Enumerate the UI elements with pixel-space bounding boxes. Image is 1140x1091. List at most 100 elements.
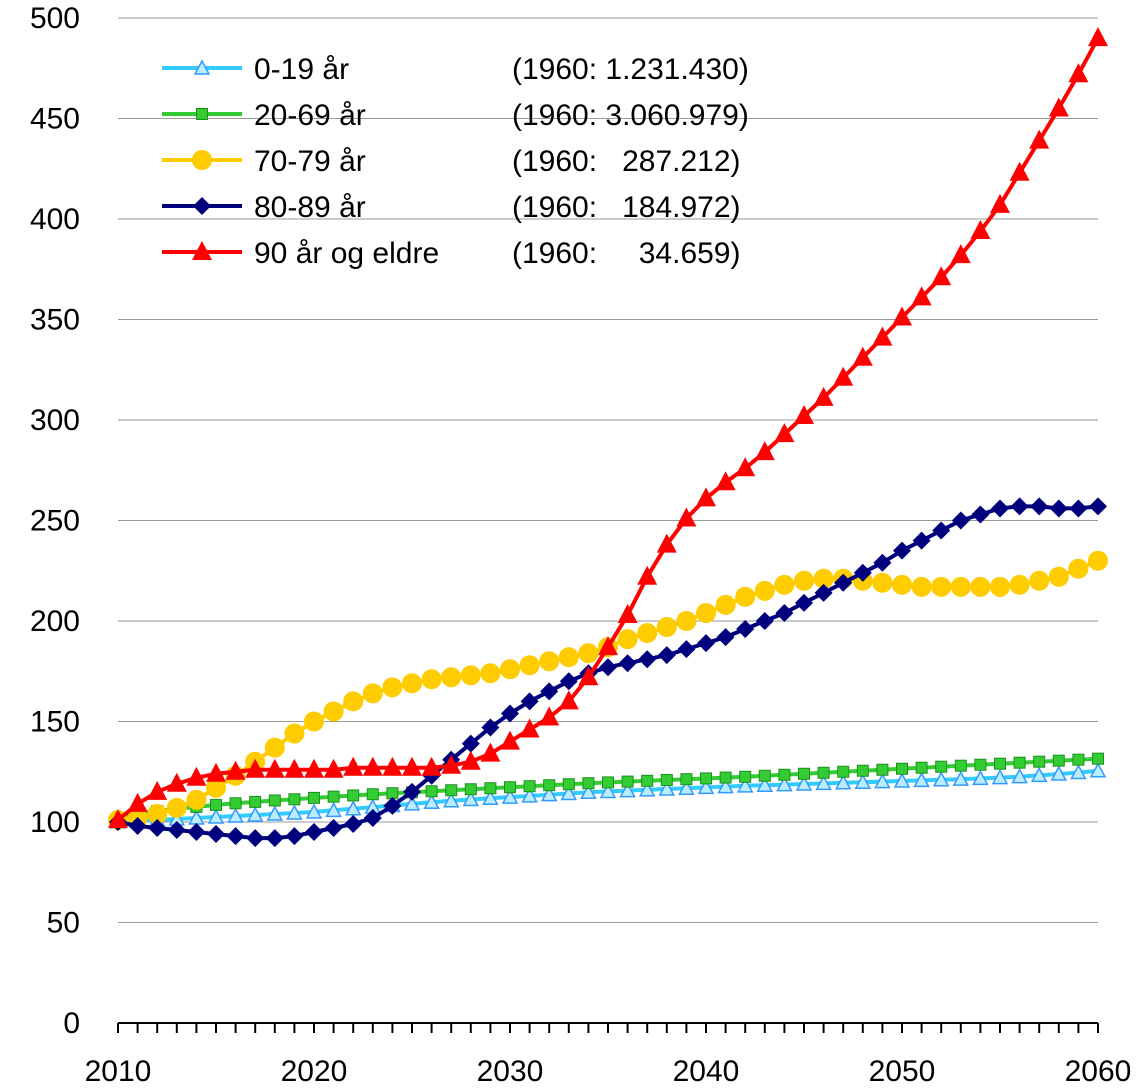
series-4 bbox=[108, 27, 1108, 828]
data-point bbox=[187, 823, 206, 842]
data-point bbox=[833, 366, 854, 386]
x-tick-label: 2030 bbox=[477, 1055, 544, 1088]
legend-note: (1960: 34.659) bbox=[512, 237, 741, 270]
data-point bbox=[656, 617, 677, 638]
data-point bbox=[166, 797, 187, 818]
y-tick-label: 200 bbox=[30, 605, 80, 638]
data-point bbox=[460, 750, 481, 770]
data-point bbox=[442, 792, 460, 808]
data-point bbox=[539, 706, 560, 726]
data-point bbox=[676, 507, 697, 527]
data-point bbox=[500, 659, 520, 680]
data-point bbox=[403, 795, 421, 811]
data-point bbox=[207, 808, 225, 824]
data-point bbox=[285, 827, 304, 846]
data-point bbox=[893, 541, 911, 560]
data-point bbox=[1088, 550, 1108, 571]
legend-marker bbox=[192, 241, 212, 260]
data-point bbox=[229, 797, 242, 810]
x-tick-label: 2050 bbox=[869, 1055, 936, 1088]
data-point bbox=[504, 781, 516, 794]
legend-note: (1960: 1.231.430) bbox=[512, 53, 749, 86]
legend-item: 0-19 år (1960: 1.231.430) bbox=[162, 53, 749, 86]
data-point bbox=[1009, 161, 1030, 181]
data-point bbox=[637, 623, 658, 644]
y-tick-label: 300 bbox=[30, 404, 80, 437]
data-point bbox=[539, 651, 560, 672]
data-point bbox=[519, 718, 540, 738]
data-point bbox=[912, 531, 931, 550]
data-point bbox=[696, 487, 716, 507]
data-point bbox=[837, 765, 850, 778]
data-point bbox=[854, 773, 872, 789]
data-point bbox=[911, 286, 932, 306]
data-point bbox=[578, 643, 599, 664]
data-point bbox=[951, 511, 970, 530]
data-point bbox=[147, 780, 168, 800]
data-point bbox=[523, 780, 536, 793]
data-point bbox=[715, 594, 736, 615]
data-point bbox=[874, 773, 891, 789]
data-point bbox=[1011, 767, 1028, 784]
data-point bbox=[1069, 499, 1088, 518]
data-point bbox=[421, 756, 442, 776]
y-tick-label: 450 bbox=[30, 103, 80, 136]
data-point bbox=[366, 788, 379, 801]
data-point bbox=[677, 640, 696, 659]
data-point bbox=[323, 701, 344, 722]
y-tick-label: 150 bbox=[30, 706, 80, 739]
data-point bbox=[602, 776, 614, 789]
data-point bbox=[480, 663, 501, 684]
data-point bbox=[264, 758, 285, 778]
data-point bbox=[971, 505, 990, 524]
data-point bbox=[225, 760, 246, 780]
data-point bbox=[656, 533, 677, 553]
data-point bbox=[441, 754, 462, 774]
legend-note: (1960: 287.212) bbox=[512, 145, 741, 178]
data-point bbox=[1033, 755, 1046, 768]
data-point bbox=[1068, 63, 1089, 83]
data-point bbox=[482, 789, 499, 806]
data-point bbox=[578, 666, 599, 686]
data-point bbox=[344, 815, 363, 834]
data-point bbox=[1009, 574, 1030, 595]
data-point bbox=[896, 762, 908, 775]
data-point bbox=[382, 756, 403, 776]
data-point bbox=[931, 266, 952, 286]
data-point bbox=[1029, 129, 1050, 149]
data-point bbox=[795, 593, 813, 612]
data-point bbox=[1013, 756, 1026, 769]
data-point bbox=[324, 819, 343, 838]
data-point bbox=[815, 774, 832, 791]
data-point bbox=[562, 778, 575, 791]
data-point bbox=[990, 193, 1010, 213]
data-point bbox=[1048, 97, 1069, 117]
data-point bbox=[519, 655, 540, 676]
data-point bbox=[954, 759, 967, 772]
data-point bbox=[127, 792, 148, 812]
data-point bbox=[794, 404, 814, 424]
data-point bbox=[382, 677, 403, 698]
data-point bbox=[736, 777, 754, 793]
data-point bbox=[580, 783, 597, 800]
data-point bbox=[735, 457, 756, 477]
data-point bbox=[697, 634, 715, 653]
data-point bbox=[327, 790, 340, 803]
legend-note: (1960: 184.972) bbox=[512, 191, 741, 224]
data-point bbox=[915, 761, 928, 774]
data-point bbox=[484, 782, 497, 795]
data-point bbox=[558, 690, 579, 710]
data-point bbox=[284, 758, 305, 778]
data-point bbox=[1089, 762, 1107, 778]
data-point bbox=[637, 565, 658, 585]
data-point bbox=[754, 441, 775, 461]
data-point bbox=[521, 787, 538, 803]
legend-marker bbox=[196, 108, 208, 120]
data-point bbox=[697, 778, 715, 795]
data-point bbox=[1048, 566, 1069, 587]
data-point bbox=[268, 794, 281, 807]
data-point bbox=[264, 737, 285, 758]
y-tick-label: 250 bbox=[30, 505, 80, 538]
data-point bbox=[325, 801, 342, 818]
data-point bbox=[817, 766, 830, 779]
